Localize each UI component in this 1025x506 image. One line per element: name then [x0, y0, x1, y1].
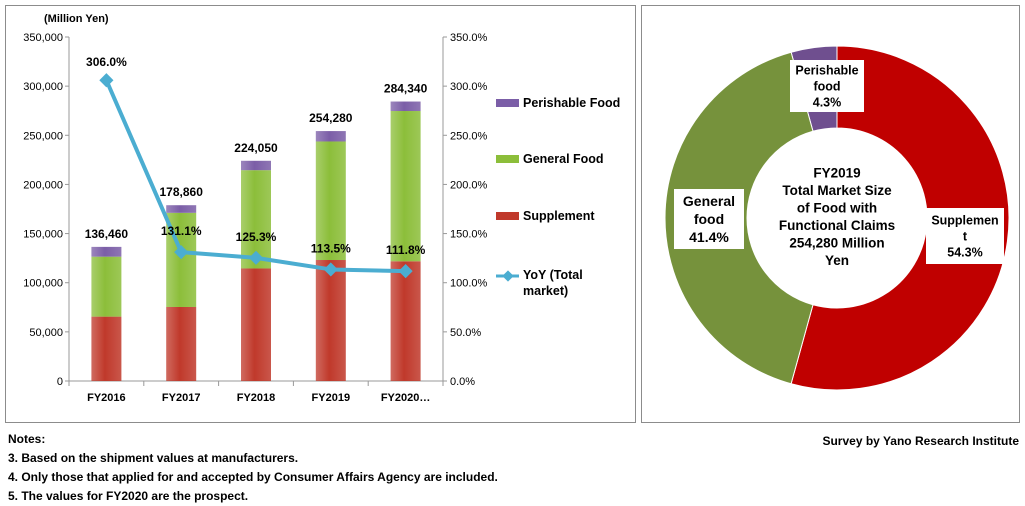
yoy-data-label: 125.3%: [236, 230, 277, 244]
donut-slice-label: food: [813, 80, 840, 94]
donut-slice-label: t: [963, 230, 968, 244]
y-tick-label: 250,000: [23, 130, 63, 142]
x-tick-label: FY2016: [87, 392, 126, 404]
donut-center-label: of Food with: [797, 201, 877, 216]
legend-swatch: [496, 212, 519, 220]
bar-general-food: [91, 256, 122, 317]
bar-line-chart-panel: (Million Yen) 0 50,000 100,000 150,000 200,00…: [5, 5, 636, 423]
bar-total-label: 284,340: [384, 82, 428, 96]
yoy-data-label: 131.1%: [161, 224, 202, 238]
legend-label: Perishable Food: [523, 96, 620, 110]
x-tick-label: FY2020…: [381, 392, 431, 404]
donut-slice-label: Supplemen: [931, 214, 998, 228]
yoy-marker: [248, 250, 264, 265]
y2-tick-label: 300.0%: [450, 81, 488, 93]
yoy-data-label: 111.8%: [386, 243, 426, 257]
donut-label-box: [926, 208, 1004, 264]
donut-center-label: Yen: [825, 253, 849, 268]
donut-label-box: [790, 60, 864, 112]
donut-center-label: 254,280 Million: [789, 236, 884, 251]
yoy-data-label: 113.5%: [311, 241, 351, 255]
y-tick-label: 150,000: [23, 229, 63, 241]
y-tick-label: 50,000: [29, 327, 63, 339]
legend-label: market): [523, 284, 568, 298]
note-line: 5. The values for FY2020 are the prospec…: [8, 489, 249, 503]
y2-tick-label: 350.0%: [450, 32, 488, 44]
y-tick-label: 350,000: [23, 32, 63, 44]
yoy-data-label: 306.0%: [86, 55, 127, 69]
x-tick-label: FY2019: [312, 392, 351, 404]
bar-supplement: [166, 306, 197, 381]
y2-tick-label: 200.0%: [450, 179, 488, 191]
yoy-marker: [99, 73, 114, 88]
donut-chart-panel: Perishable food 4.3% Supplemen t 54.3% General…: [641, 5, 1020, 423]
legend-marker: [502, 270, 514, 282]
y2-tick-label: 50.0%: [450, 327, 481, 339]
donut-slice-label: General: [683, 193, 735, 209]
x-tick-label: FY2018: [237, 392, 276, 404]
donut-chart: Perishable food 4.3% Supplemen t 54.3% General…: [664, 45, 1010, 391]
donut-slice-label: 54.3%: [947, 246, 982, 260]
note-line: 4. Only those that applied for and accep…: [8, 470, 498, 484]
y-tick-label: 200,000: [23, 179, 63, 191]
yoy-marker: [174, 245, 189, 260]
donut-slice-label: 41.4%: [689, 229, 729, 245]
bar-supplement: [91, 316, 122, 381]
notes-title: Notes:: [8, 432, 46, 446]
donut-slice-label: 4.3%: [813, 96, 842, 110]
y-axis-title: (Million Yen): [44, 13, 109, 25]
donut-slice-supplement: [790, 45, 1010, 391]
yoy-marker: [323, 262, 338, 277]
bar-perishable-food: [390, 101, 421, 112]
donut-center-label: Functional Claims: [779, 218, 895, 233]
bar-total-label: 254,280: [309, 111, 353, 125]
yoy-marker: [398, 264, 413, 279]
y-tick-label: 0: [57, 376, 63, 388]
bar-perishable-food: [91, 246, 122, 257]
y2-tick-label: 250.0%: [450, 130, 488, 142]
source-credit: Survey by Yano Research Institute: [822, 434, 1019, 448]
y-tick-label: 100,000: [23, 278, 63, 290]
donut-center-label: FY2019: [813, 166, 860, 181]
note-line: 3. Based on the shipment values at manuf…: [8, 451, 299, 465]
legend-label: YoY (Total: [523, 268, 583, 282]
bar-perishable-food: [166, 205, 197, 213]
donut-label-box: [674, 189, 744, 249]
bar-supplement: [241, 268, 271, 381]
bar-total-label: 224,050: [234, 141, 278, 155]
notes-block: Notes: 3. Based on the shipment values a…: [8, 430, 498, 506]
x-tick-label: FY2017: [162, 392, 201, 404]
bar-total-label: 178,860: [160, 185, 204, 199]
bar-perishable-food: [315, 131, 346, 142]
bar-supplement: [390, 261, 421, 381]
y2-tick-label: 150.0%: [450, 229, 488, 241]
legend-label: General Food: [523, 152, 604, 166]
y2-tick-label: 100.0%: [450, 278, 488, 290]
legend-label: Supplement: [523, 209, 595, 223]
bar-general-food: [390, 111, 421, 262]
donut-slice-label: food: [694, 211, 724, 227]
bar-total-label: 136,460: [85, 227, 129, 241]
legend-swatch: [496, 155, 519, 163]
bar-line-chart: (Million Yen) 0 50,000 100,000 150,000 200,00…: [23, 13, 620, 404]
y-tick-label: 300,000: [23, 81, 63, 93]
donut-slice-label: Perishable: [795, 64, 858, 78]
donut-center-label: Total Market Size: [782, 183, 892, 198]
bar-supplement: [315, 260, 346, 381]
bar-perishable-food: [241, 160, 271, 171]
y2-tick-label: 0.0%: [450, 376, 475, 388]
legend-swatch: [496, 99, 519, 107]
bar-general-food: [315, 141, 346, 261]
